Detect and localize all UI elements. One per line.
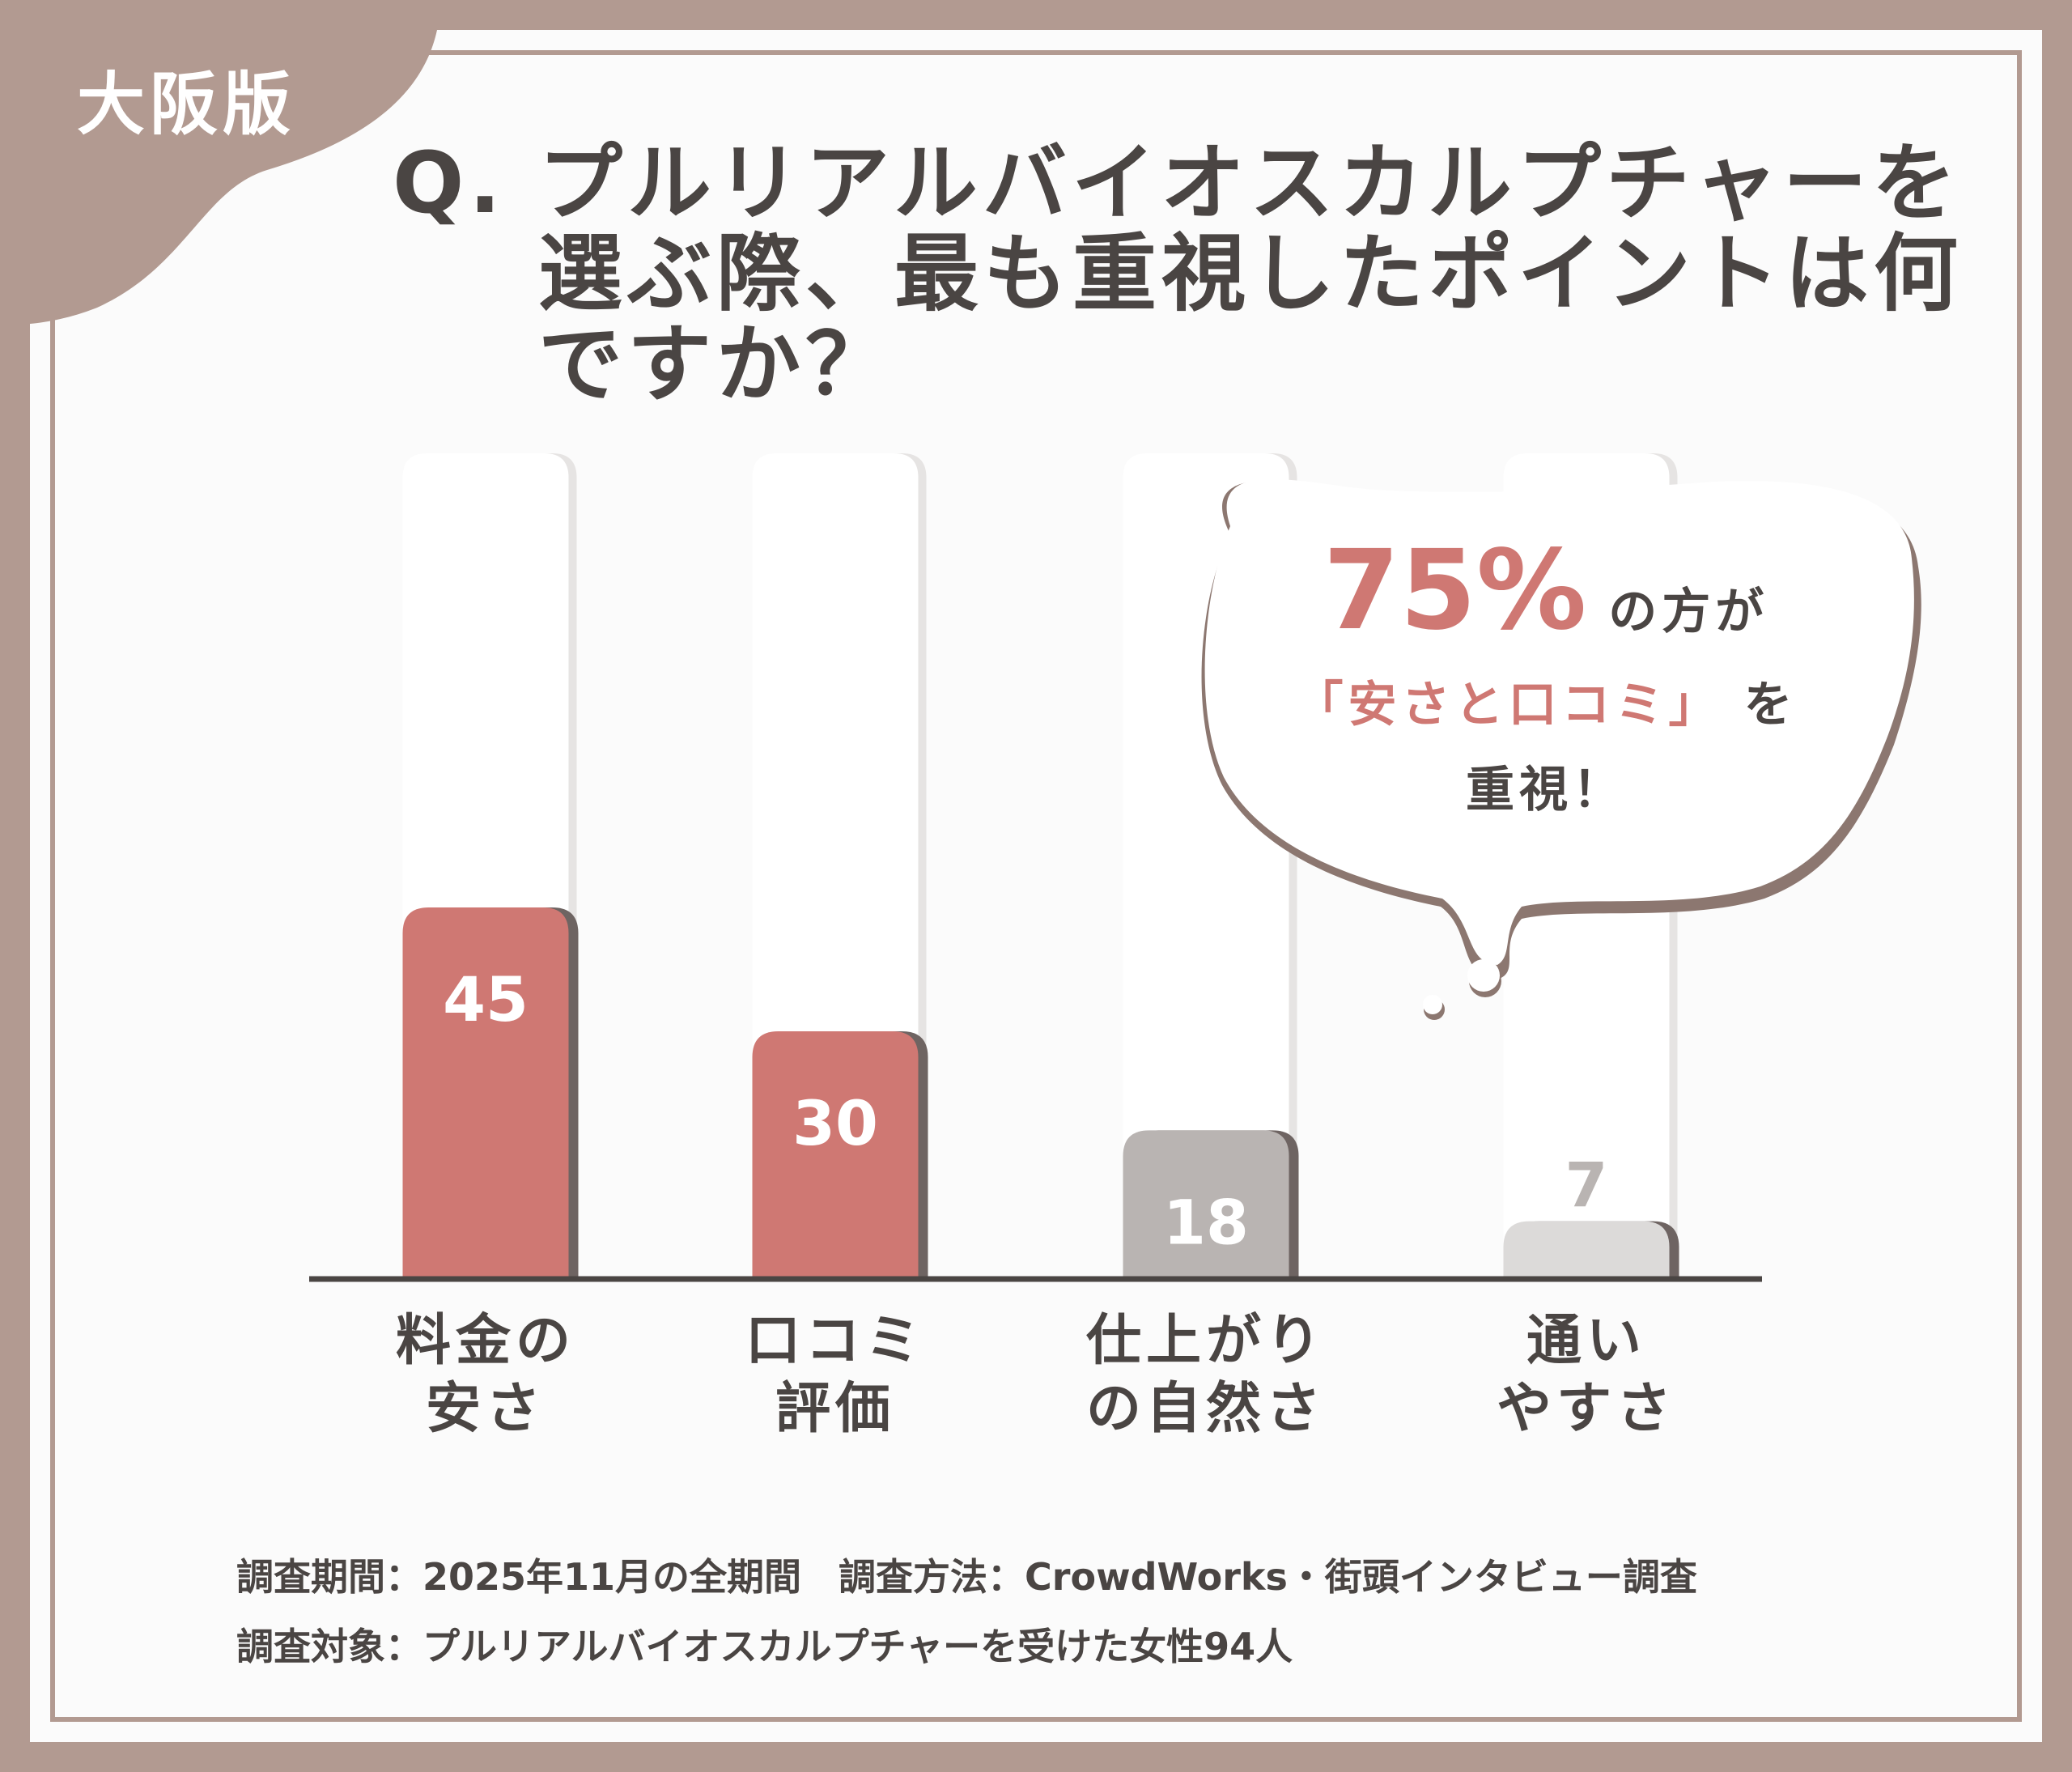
callout-text: 75% の方が 「安さと口コミ」 を 重視！ [1263,536,1829,831]
bar [752,1031,919,1279]
thought-dot-large-fill [1467,959,1500,992]
callout-line3: 重視！ [1466,762,1626,818]
category-label: 通い やすさ [1496,1309,1676,1441]
bar-value-label: 30 [792,1087,878,1159]
bar-value-label: 7 [1565,1149,1608,1222]
callout-percent: 75% [1323,527,1587,655]
callout-highlight: 「安さと口コミ」 [1294,677,1722,733]
callout-line1-suffix: の方が [1608,584,1769,640]
question-text: プルリアルバイオスカルプチャーを選ぶ際、最も重視したポイントは何ですか？ [538,134,1964,414]
bar [402,907,569,1279]
bar-value-label: 18 [1163,1186,1249,1258]
survey-footnote: 調査期間：2025年11月の全期間 調査方法：CrowdWorks・街頭インタビ… [236,1542,1936,1681]
callout-line2-suffix: を [1743,677,1798,733]
category-label: 仕上がり の自然さ [1085,1309,1326,1441]
bar [1123,1130,1289,1279]
corner-wave-decoration [30,30,437,324]
region-tag: 大阪版 [77,65,296,144]
survey-period-method: 調査期間：2025年11月の全期間 調査方法：CrowdWorks・街頭インタビ… [236,1555,1697,1599]
category-label: 料金の 安さ [395,1309,575,1441]
question-mark: Q. [393,134,506,232]
bar-value-label: 45 [443,963,529,1035]
thought-dot-small-fill [1423,995,1442,1014]
bar [1503,1221,1670,1279]
survey-target: 調査対象：プルリアルバイオスカルプチャーを受けた女性94人 [236,1625,1293,1668]
category-label: 口コミ 評価 [745,1309,925,1441]
speech-bubble [1204,478,1914,965]
